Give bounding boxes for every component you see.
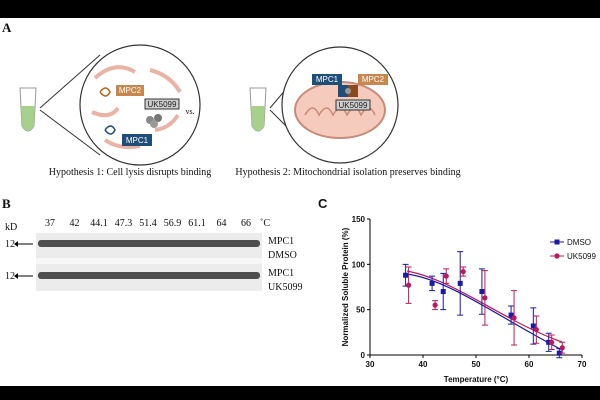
- unit-label: kD: [5, 222, 17, 233]
- panel-label: A: [2, 20, 12, 35]
- legend-marker: [554, 253, 560, 259]
- blot: [14, 233, 262, 291]
- hypothesis-1-diagram: [19, 44, 201, 166]
- legend-marker: [554, 239, 560, 245]
- marker-label: 12: [5, 271, 15, 282]
- caption: Hypothesis 1: Cell lysis disrupts bindin…: [49, 167, 212, 178]
- temperature-label: 66: [241, 218, 251, 229]
- row-label: MPC1: [268, 268, 294, 279]
- mpc1-label: MPC1: [316, 75, 339, 84]
- point: [443, 273, 449, 279]
- point: [479, 289, 485, 295]
- point: [429, 280, 435, 286]
- point: [546, 339, 552, 345]
- mpc1-label: MPC1: [126, 136, 149, 145]
- panel-label: C: [318, 196, 328, 211]
- legend-label: UK5099: [567, 252, 596, 261]
- point: [403, 272, 409, 278]
- caption: Hypothesis 2: Mitochondrial isolation pr…: [235, 167, 460, 178]
- temperature-label: 47.3: [115, 218, 133, 229]
- point: [406, 282, 412, 288]
- top-bar: [0, 0, 600, 18]
- temperature-label: 61.1: [188, 218, 206, 229]
- row-label: UK5099: [268, 282, 302, 293]
- hypothesis-2-diagram: [249, 46, 399, 164]
- y-tick-label: 0: [361, 351, 366, 360]
- y-tick-label: 100: [352, 260, 366, 269]
- x-tick-label: 50: [472, 360, 481, 369]
- point: [457, 280, 463, 286]
- temperature-label: 44.1: [90, 218, 108, 229]
- x-axis-title: Temperature (°C): [444, 375, 509, 384]
- marker-label: 12: [5, 239, 15, 250]
- x-tick-label: 40: [419, 360, 428, 369]
- mpc2-label: MPC2: [119, 86, 142, 95]
- temperature-unit: ˚C: [260, 218, 270, 229]
- point: [511, 315, 517, 321]
- point: [549, 339, 555, 345]
- temperature-label: 37: [45, 218, 55, 229]
- point: [559, 345, 565, 351]
- point: [508, 312, 514, 318]
- drug-label: UK5099: [148, 100, 177, 109]
- x-tick-label: 60: [525, 360, 534, 369]
- fit-curve: [406, 270, 563, 343]
- temperature-label: 56.9: [164, 218, 182, 229]
- temperature-label: 51.4: [139, 218, 157, 229]
- x-tick-label: 70: [578, 360, 587, 369]
- vs-label: vs.: [185, 107, 194, 116]
- point: [432, 302, 438, 308]
- x-tick-label: 30: [366, 360, 375, 369]
- point: [460, 268, 466, 275]
- point: [440, 289, 446, 295]
- point: [482, 295, 488, 301]
- legend-label: DMSO: [567, 238, 591, 247]
- temperature-label: 42: [70, 218, 80, 229]
- mpc2-label: MPC2: [362, 75, 385, 84]
- row-label: DMSO: [268, 250, 297, 261]
- row-label: MPC1: [268, 236, 294, 247]
- y-tick-label: 50: [356, 306, 365, 315]
- drug-label: UK5099: [339, 101, 368, 110]
- y-axis-title: Normalized Soluble Protein (%): [341, 227, 350, 346]
- y-tick-label: 150: [352, 215, 366, 224]
- panel-label: B: [2, 196, 11, 211]
- point: [530, 323, 536, 329]
- point: [533, 327, 539, 333]
- temperature-label: 64: [217, 218, 227, 229]
- fit-curve: [406, 273, 563, 351]
- bottom-bar: [0, 386, 600, 400]
